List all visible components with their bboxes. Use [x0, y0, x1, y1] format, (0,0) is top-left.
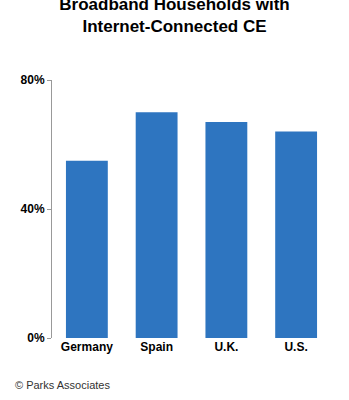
svg-text:Germany: Germany [61, 340, 113, 354]
svg-text:Broadband Households withInter: Broadband Households withInternet-Connec… [59, 0, 289, 36]
svg-text:0%: 0% [27, 331, 45, 345]
svg-text:U.K.: U.K. [214, 340, 238, 354]
svg-text:© Parks Associates: © Parks Associates [15, 379, 110, 391]
svg-text:Spain: Spain [140, 340, 173, 354]
svg-text:U.S.: U.S. [284, 340, 307, 354]
svg-text:40%: 40% [21, 202, 45, 216]
svg-text:80%: 80% [21, 73, 45, 87]
